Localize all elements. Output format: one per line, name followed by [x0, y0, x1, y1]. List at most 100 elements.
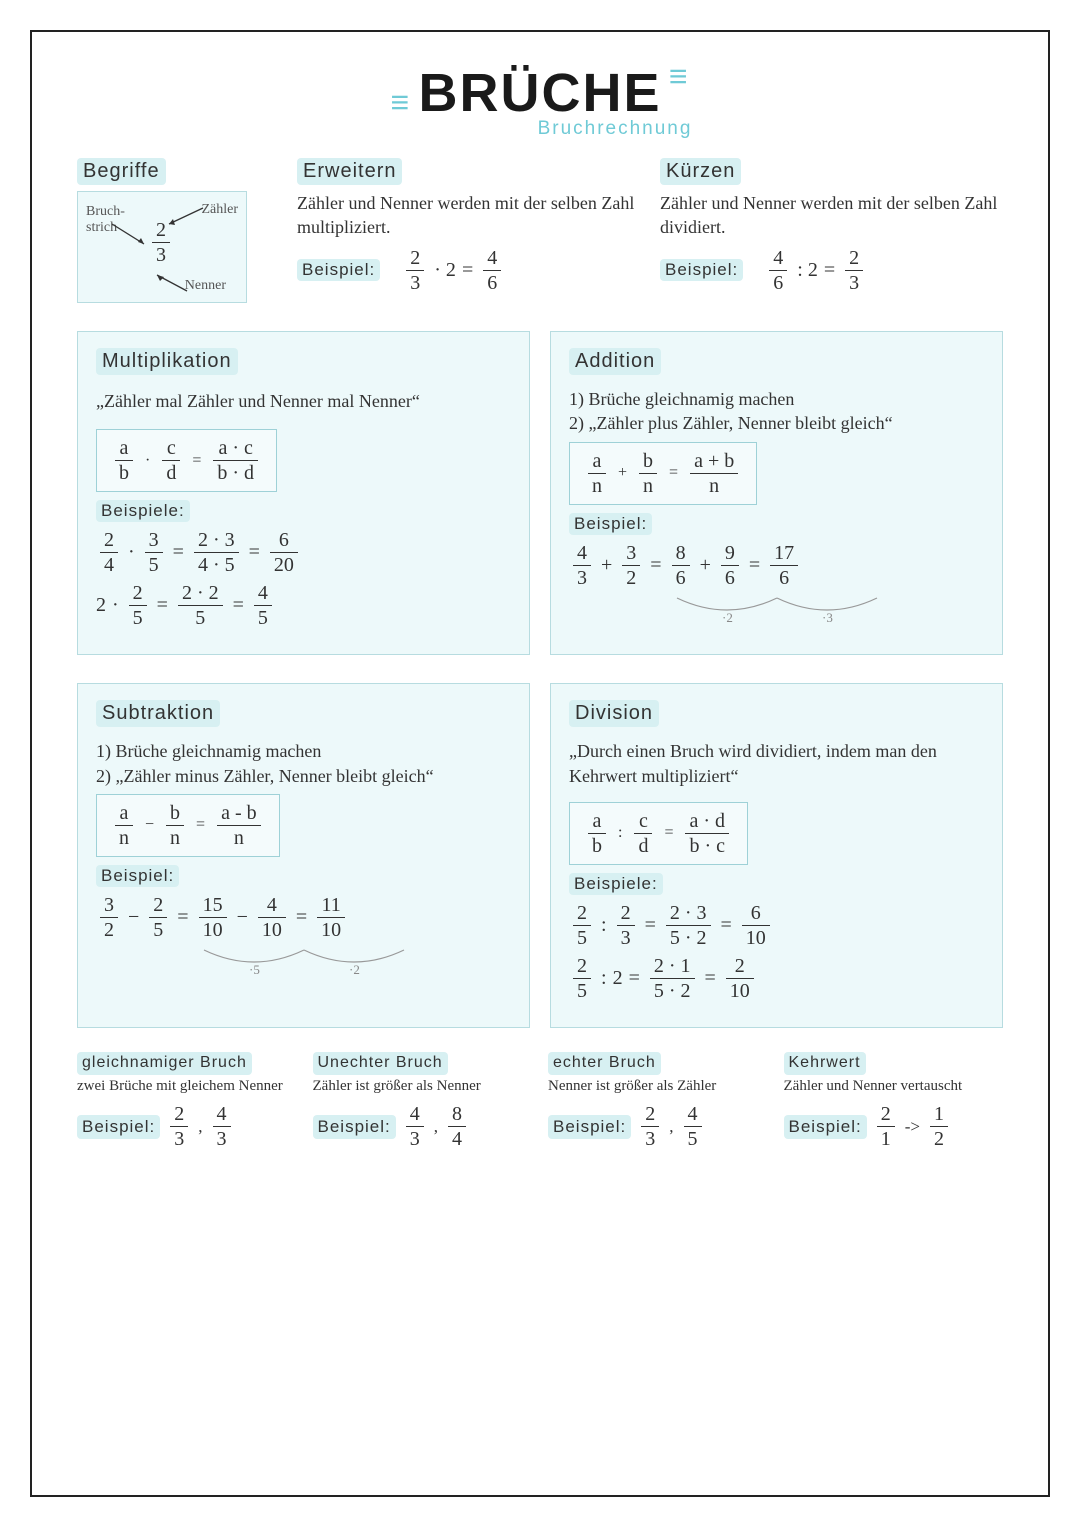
d: n	[166, 826, 184, 848]
op: ·	[128, 541, 135, 564]
d: 5	[129, 606, 147, 628]
sub-ex: 32 − 25 = 1510 − 410 = 1110	[96, 895, 511, 940]
frac: a · cb · d	[213, 438, 258, 483]
note-l: ·5	[249, 962, 260, 976]
n: 3	[145, 530, 163, 553]
eq: =	[645, 914, 656, 937]
f: 2 · 25	[178, 583, 223, 628]
eq: =	[705, 967, 716, 990]
f: 25	[149, 895, 167, 940]
op: :	[601, 967, 607, 990]
equals: =	[824, 259, 835, 282]
kurzen-example: Beispiel: 46 : 2 = 23	[660, 248, 1003, 293]
d: d	[634, 834, 652, 856]
page: ≡ BRÜCHE ≡ Bruchrechnung Begriffe Bruch-…	[30, 30, 1050, 1497]
sub-step2: 2) „Zähler minus Zähler, Nenner bleibt g…	[96, 764, 511, 788]
addition-panel: Addition 1) Brüche gleichnamig machen 2)…	[550, 331, 1003, 655]
f: 45	[684, 1104, 702, 1149]
d: 10	[726, 979, 754, 1001]
f: 620	[270, 530, 298, 575]
frac-den: 3	[152, 243, 170, 265]
def-heading: echter Bruch	[548, 1052, 661, 1075]
eq: =	[650, 554, 661, 577]
n: 6	[270, 530, 298, 553]
op: −	[237, 906, 248, 929]
eq: =	[196, 816, 205, 834]
erweitern-example: Beispiel: 23 · 2 = 46	[297, 248, 640, 293]
frac: cd	[162, 438, 180, 483]
def-gleichnamig: gleichnamiger Bruch zwei Brüche mit glei…	[77, 1052, 297, 1157]
top-row: Begriffe Bruch- strich Zähler Nenner 2 3…	[77, 158, 1003, 303]
b: 2	[613, 967, 623, 990]
den: 6	[483, 271, 501, 293]
beispiel-label: Beispiel:	[297, 259, 380, 281]
den: 3	[406, 271, 424, 293]
kurzen-col: Kürzen Zähler und Nenner werden mit der …	[660, 158, 1003, 303]
div-ex2: 25 : 2 = 2 · 15 · 2 = 210	[569, 956, 984, 1001]
eq: =	[721, 914, 732, 937]
n: 2	[573, 956, 591, 979]
arrow-zahler-icon	[161, 204, 206, 229]
n: 2 · 3	[666, 903, 711, 926]
num: 4	[483, 248, 501, 271]
n: a · c	[213, 438, 258, 461]
n: 2	[100, 530, 118, 553]
equals: =	[192, 452, 201, 470]
d: 5	[145, 553, 163, 575]
n: 15	[199, 895, 227, 918]
curve-arrows-icon: ·2 ·3	[667, 596, 887, 624]
mult-rule: „Zähler mal Zähler und Nenner mal Nenner…	[96, 389, 511, 413]
eq: =	[749, 554, 760, 577]
begriffe-col: Begriffe Bruch- strich Zähler Nenner 2 3	[77, 158, 277, 303]
d: b · d	[213, 461, 258, 483]
d: 1	[877, 1127, 895, 1149]
op: : 2	[797, 259, 818, 282]
n: 6	[742, 903, 770, 926]
n: a · d	[685, 811, 729, 834]
note-r: ·2	[349, 962, 360, 976]
n: a + b	[690, 451, 738, 474]
d: 5	[684, 1127, 702, 1149]
row-sub-div: Subtraktion 1) Brüche gleichnamig machen…	[77, 683, 1003, 1028]
op: · 2	[434, 259, 456, 282]
f: 176	[770, 543, 798, 588]
op: −	[128, 906, 139, 929]
f: 32	[622, 543, 640, 588]
d: 6	[672, 566, 690, 588]
a: 2	[96, 594, 106, 617]
f: 96	[721, 543, 739, 588]
note-r: ·3	[822, 610, 833, 624]
den: 6	[769, 271, 787, 293]
lbl: Beispiel:	[313, 1115, 396, 1139]
page-title: ≡ BRÜCHE ≡	[418, 62, 661, 124]
d: 3	[213, 1127, 231, 1149]
d: n	[115, 826, 133, 848]
d: b	[115, 461, 133, 483]
eq: =	[177, 906, 188, 929]
d: 3	[617, 926, 635, 948]
eq: =	[173, 541, 184, 564]
op: ·	[145, 452, 150, 470]
f: 86	[672, 543, 690, 588]
add-ex: 43 + 32 = 86 + 96 = 176	[569, 543, 984, 588]
eq: =	[157, 594, 168, 617]
title-text: BRÜCHE	[418, 63, 661, 123]
def-heading: Kehrwert	[784, 1052, 866, 1075]
frac: 46	[483, 248, 501, 293]
div-examples-label: Beispiele:	[569, 873, 663, 895]
arrow-nenner-icon	[151, 271, 191, 296]
f: a - bn	[217, 803, 261, 848]
f: 2 · 15 · 2	[650, 956, 695, 1001]
op: :	[601, 914, 607, 937]
frac: ab	[115, 438, 133, 483]
mult-formula: ab · cd = a · cb · d	[96, 429, 277, 492]
d: n	[690, 474, 738, 496]
erweitern-text: Zähler und Nenner werden mit der selben …	[297, 191, 640, 240]
def-heading: gleichnamiger Bruch	[77, 1052, 252, 1075]
multiplikation-panel: Multiplikation „Zähler mal Zähler und Ne…	[77, 331, 530, 655]
n: a - b	[217, 803, 261, 826]
frac: 23	[406, 248, 424, 293]
curve-arrows-icon: ·5 ·2	[194, 948, 414, 976]
n: 2	[617, 903, 635, 926]
d: 2	[930, 1127, 948, 1149]
